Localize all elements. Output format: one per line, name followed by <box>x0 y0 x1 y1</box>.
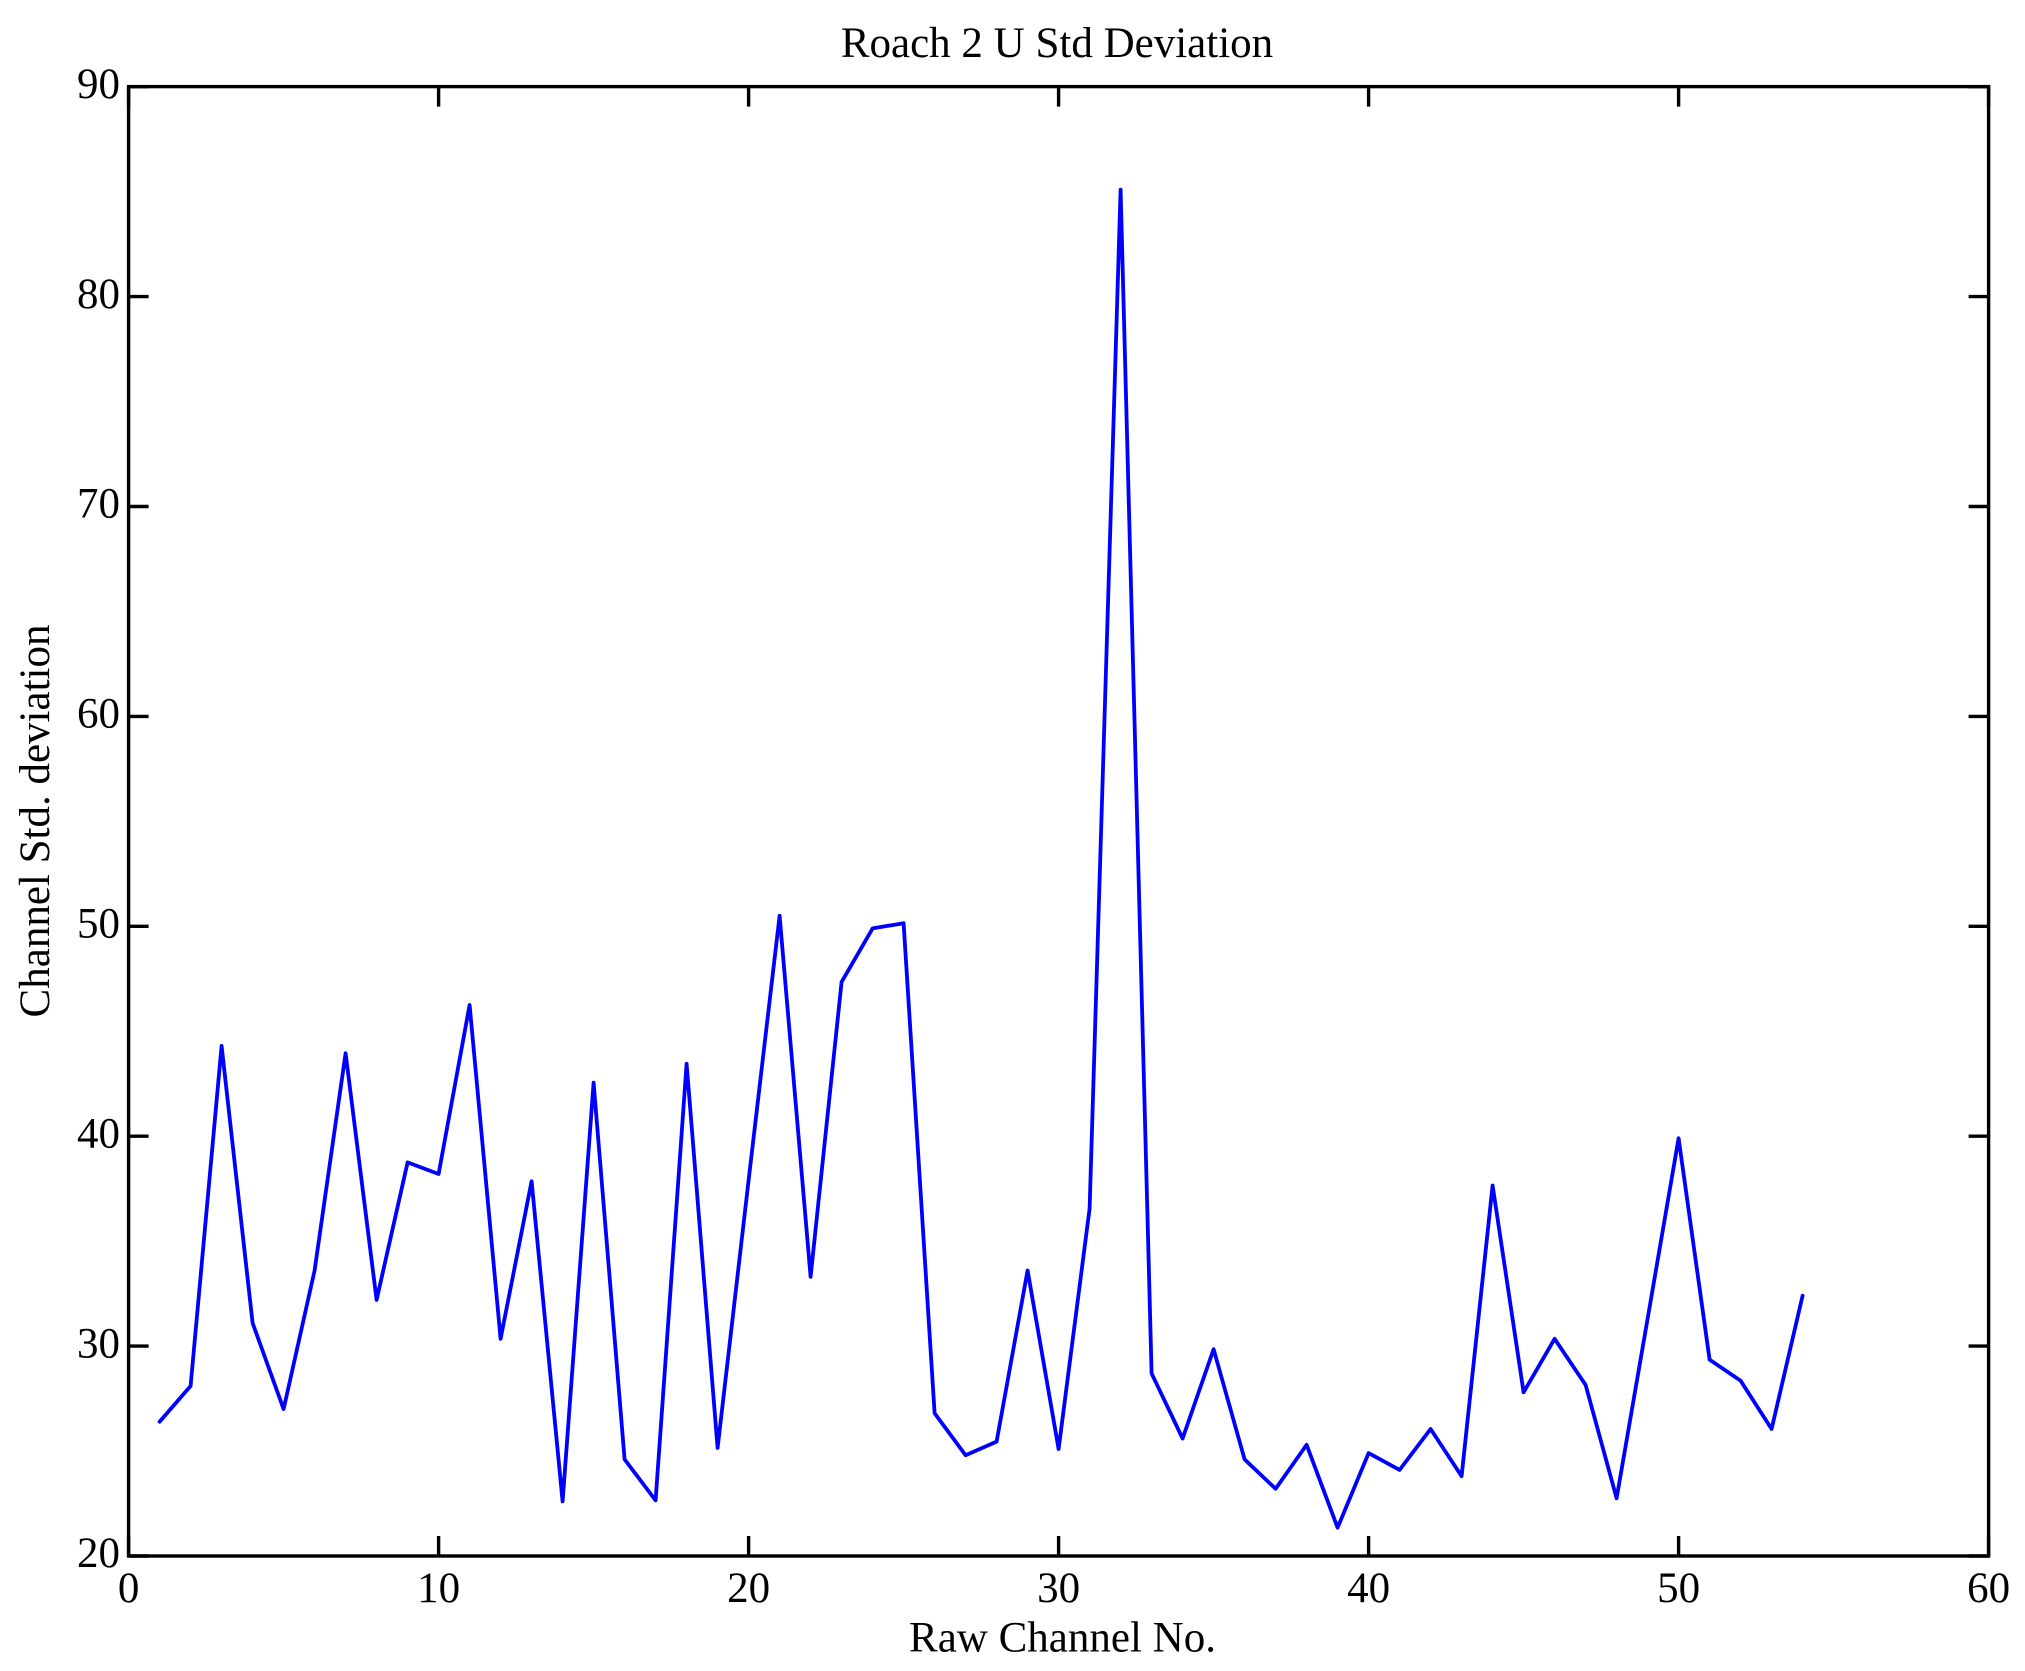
svg-text:10: 10 <box>417 1565 460 1612</box>
svg-text:50: 50 <box>1657 1565 1700 1612</box>
svg-text:Raw Channel No.: Raw Channel No. <box>909 1615 1216 1662</box>
svg-text:30: 30 <box>1037 1565 1080 1612</box>
svg-text:60: 60 <box>77 691 120 738</box>
svg-text:80: 80 <box>77 271 120 318</box>
svg-text:Roach 2 U Std Deviation: Roach 2 U Std Deviation <box>841 20 1273 67</box>
svg-text:70: 70 <box>77 481 120 528</box>
svg-text:90: 90 <box>77 61 120 108</box>
svg-text:30: 30 <box>77 1320 120 1367</box>
svg-text:40: 40 <box>77 1110 120 1157</box>
svg-text:20: 20 <box>77 1530 120 1577</box>
svg-text:50: 50 <box>77 901 120 948</box>
svg-text:40: 40 <box>1347 1565 1390 1612</box>
svg-text:60: 60 <box>1967 1565 2010 1612</box>
svg-text:20: 20 <box>727 1565 770 1612</box>
svg-text:0: 0 <box>118 1565 140 1612</box>
svg-text:Channel Std. deviation: Channel Std. deviation <box>12 625 59 1018</box>
